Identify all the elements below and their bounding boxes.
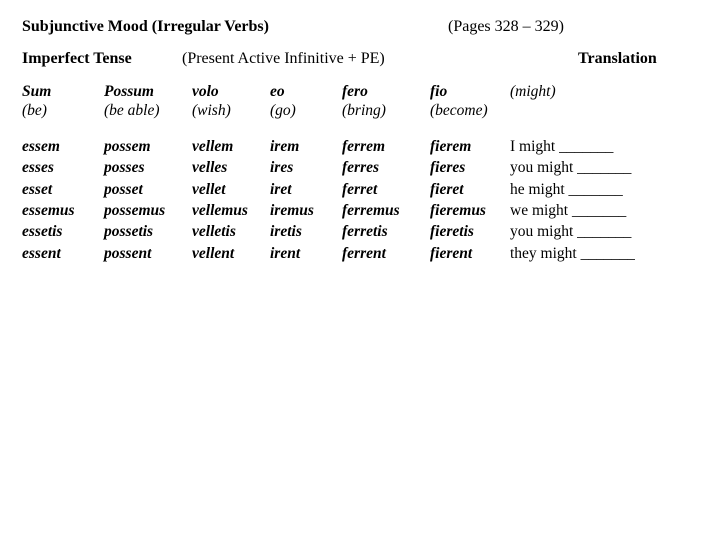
translation-cell: I might _______ <box>510 137 698 158</box>
conjugation-cell: ferres <box>342 158 430 179</box>
conjugation-cell: posses <box>104 158 192 179</box>
translation-label: Translation <box>578 50 698 68</box>
verb-gloss: (become) <box>430 101 508 120</box>
translation-cell: we might _______ <box>510 201 698 222</box>
conjugation-cell: essetis <box>22 222 104 243</box>
subhead-row: Imperfect Tense (Present Active Infiniti… <box>22 50 698 68</box>
verb-header: fio(become) <box>430 82 510 125</box>
verb-header-row: Sum(be)Possum(be able)volo(wish)eo(go)fe… <box>22 82 698 125</box>
verb-header: Possum(be able) <box>104 82 192 125</box>
conjugation-cell: ferret <box>342 180 430 201</box>
conjugation-cell: vellet <box>192 180 270 201</box>
conjugation-cell: vellemus <box>192 201 270 222</box>
conjugation-cell: ires <box>270 158 342 179</box>
verb-header: fero(bring) <box>342 82 430 125</box>
verb-gloss: (be able) <box>104 101 190 120</box>
conjugation-cell: essem <box>22 137 104 158</box>
conjugation-cell: posset <box>104 180 192 201</box>
verb-name: fio <box>430 82 508 101</box>
table-row: essemuspossemusvellemusiremusferremusfie… <box>22 201 698 222</box>
table-row: essempossemvellemiremferremfieremI might… <box>22 137 698 158</box>
table-row: essetispossetisvelletisiretisferretisfie… <box>22 222 698 243</box>
verb-name: eo <box>270 82 340 101</box>
verb-gloss: (go) <box>270 101 340 120</box>
verb-header: Sum(be) <box>22 82 104 125</box>
conjugation-cell: irem <box>270 137 342 158</box>
tense-label: Imperfect Tense <box>22 50 182 68</box>
conjugation-cell: ferrem <box>342 137 430 158</box>
table-row: essentpossentvellentirentferrentfierentt… <box>22 244 698 265</box>
verb-gloss: (be) <box>22 101 102 120</box>
spacer-row <box>22 125 698 137</box>
conjugation-cell: ferremus <box>342 201 430 222</box>
verb-header: eo(go) <box>270 82 342 125</box>
conjugation-cell: essemus <box>22 201 104 222</box>
conjugation-cell: possem <box>104 137 192 158</box>
verb-gloss: (bring) <box>342 101 428 120</box>
conjugation-cell: fieremus <box>430 201 510 222</box>
conjugation-cell: esses <box>22 158 104 179</box>
translation-cell: they might _______ <box>510 244 698 265</box>
conjugation-cell: iretis <box>270 222 342 243</box>
conjugation-cell: fieretis <box>430 222 510 243</box>
verb-name: Sum <box>22 82 102 101</box>
conjugation-cell: esset <box>22 180 104 201</box>
conjugation-cell: ferretis <box>342 222 430 243</box>
conjugation-cell: velletis <box>192 222 270 243</box>
conjugation-cell: possent <box>104 244 192 265</box>
conjugation-cell: vellem <box>192 137 270 158</box>
page-range: (Pages 328 – 329) <box>428 18 698 36</box>
table-row: essespossesvellesiresferresfieresyou mig… <box>22 158 698 179</box>
conjugation-cell: essent <box>22 244 104 265</box>
conjugation-cell: fierent <box>430 244 510 265</box>
page-title: Subjunctive Mood (Irregular Verbs) <box>22 18 428 36</box>
conjugation-cell: irent <box>270 244 342 265</box>
translation-cell: you might _______ <box>510 222 698 243</box>
conjugation-cell: iret <box>270 180 342 201</box>
translation-cell: he might _______ <box>510 180 698 201</box>
conjugation-cell: possemus <box>104 201 192 222</box>
conjugation-cell: vellent <box>192 244 270 265</box>
title-row: Subjunctive Mood (Irregular Verbs) (Page… <box>22 18 698 36</box>
verb-name: Possum <box>104 82 190 101</box>
conjugation-cell: fieres <box>430 158 510 179</box>
table-row: essetpossetvelletiretferretfierethe migh… <box>22 180 698 201</box>
conjugation-table: Sum(be)Possum(be able)volo(wish)eo(go)fe… <box>22 82 698 265</box>
conjugation-cell: velles <box>192 158 270 179</box>
translation-cell: you might _______ <box>510 158 698 179</box>
conjugation-cell: possetis <box>104 222 192 243</box>
conjugation-cell: fieret <box>430 180 510 201</box>
conjugation-cell: iremus <box>270 201 342 222</box>
conjugation-cell: fierem <box>430 137 510 158</box>
verb-header: volo(wish) <box>192 82 270 125</box>
verb-name: fero <box>342 82 428 101</box>
formation-label: (Present Active Infinitive + PE) <box>182 50 578 68</box>
translation-header: (might) <box>510 82 698 125</box>
verb-name: volo <box>192 82 268 101</box>
verb-gloss: (wish) <box>192 101 268 120</box>
conjugation-cell: ferrent <box>342 244 430 265</box>
